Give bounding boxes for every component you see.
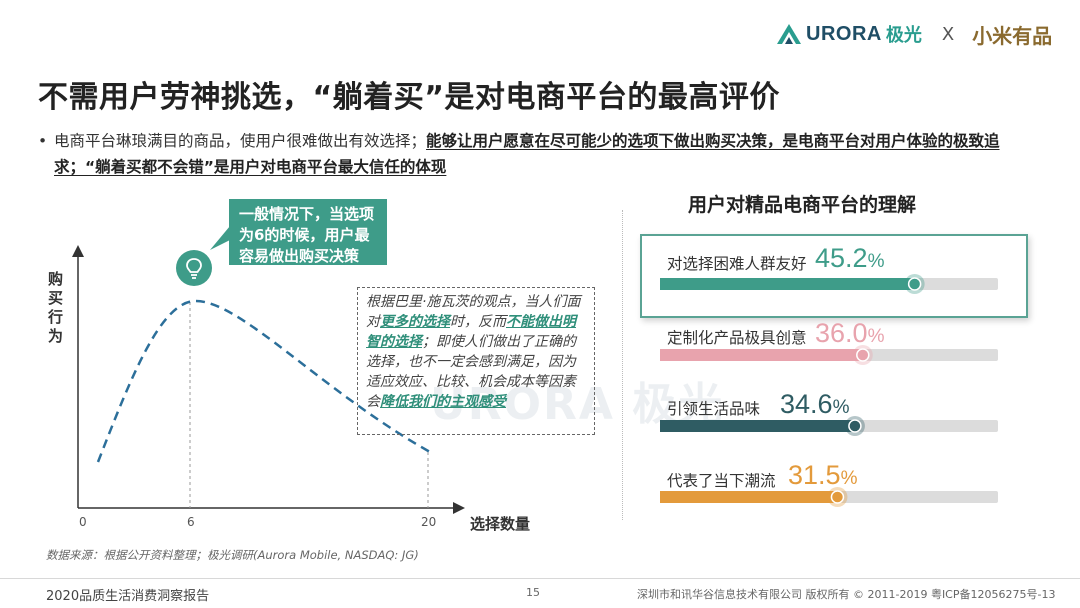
bar-label: 定制化产品极具创意	[667, 329, 807, 347]
bullet-text-plain: 电商平台琳琅满目的商品，使用户很难做出有效选择；	[54, 132, 427, 150]
bar	[660, 491, 838, 503]
lightbulb-icon	[186, 258, 202, 279]
bar-end-dot	[907, 277, 922, 291]
bar-end-dot	[830, 490, 845, 504]
bar-chart-title: 用户对精品电商平台的理解	[688, 194, 917, 216]
bar-chart-bars	[660, 274, 998, 507]
page-number: 15	[526, 586, 540, 599]
logo-cn: 极光	[885, 25, 922, 46]
bar-value: 45.2%	[815, 243, 885, 273]
panel-divider	[622, 210, 623, 520]
x-axis-label: 选择数量	[470, 515, 531, 533]
lightbulb-badge	[176, 250, 212, 286]
bar	[660, 278, 915, 290]
bullet-paragraph: • 电商平台琳琅满目的商品，使用户很难做出有效选择；能够让用户愿意在尽可能少的选…	[38, 128, 1029, 180]
quote-note-box: 根据巴里·施瓦茨的观点，当人们面对更多的选择时，反而不能做出明智的选择；即使人们…	[357, 287, 595, 435]
bar-value: 34.6%	[780, 389, 850, 419]
data-source: 数据来源：根据公开资料整理；极光调研(Aurora Mobile, NASDAQ…	[46, 548, 419, 562]
partner-logo: 小米有品	[972, 23, 1053, 48]
x-tick-label: 20	[421, 515, 437, 529]
report-name: 2020品质生活消费洞察报告	[46, 589, 210, 604]
aurora-logo-icon	[777, 24, 801, 44]
logo-group: URORA 极光 X 小米有品	[775, 18, 1052, 50]
decision-curve-chart	[72, 245, 465, 514]
x-tick-label: 0	[79, 515, 87, 529]
note-text: ；即使人们做出了正确的选择，也不一定会感到满足，因为适应效应、比较、机会成本等因…	[366, 334, 576, 410]
page-title: 不需用户劳神挑选，“躺着买”是对电商平台的最高评价	[38, 80, 780, 115]
bar-end-dot	[856, 348, 870, 362]
bar-value: 31.5%	[788, 460, 858, 490]
note-emphasis: 降低我们的主观感受	[380, 394, 506, 410]
callout-pointer	[210, 226, 230, 250]
y-axis-label: 购买行为	[48, 270, 64, 345]
bullet-dot: •	[38, 132, 48, 150]
bar-label: 引领生活品味	[667, 400, 761, 418]
callout-box: 一般情况下，当选项为6的时候，用户最容易做出购买决策	[229, 199, 387, 265]
note-text: 根据巴里·施瓦茨的观点，当人们面对	[366, 294, 581, 330]
bar	[660, 420, 855, 432]
copyright: 深圳市和讯华谷信息技术有限公司 版权所有 © 2011-2019 粤ICP备12…	[637, 588, 1056, 601]
footer-divider	[0, 578, 1080, 579]
note-emphasis: 更多的选择	[380, 314, 450, 330]
logo-separator: X	[941, 23, 955, 45]
bar-end-dot	[848, 419, 862, 433]
highlight-frame	[640, 234, 1028, 318]
bar	[660, 349, 863, 361]
note-emphasis: 不能做出明智的选择	[366, 314, 576, 350]
bar-label: 对选择困难人群友好	[667, 255, 807, 273]
purchase-curve	[96, 299, 431, 463]
bullet-text-emphasis: 能够让用户愿意在尽可能少的选项下做出购买决策，是电商平台对用户体验的极致追求；“…	[54, 132, 1000, 176]
logo-text: URORA	[806, 22, 882, 45]
bar-value: 36.0%	[815, 318, 885, 348]
note-text: 时，反而	[450, 314, 506, 330]
bar-label: 代表了当下潮流	[667, 472, 776, 490]
x-tick-label: 6	[187, 515, 195, 529]
